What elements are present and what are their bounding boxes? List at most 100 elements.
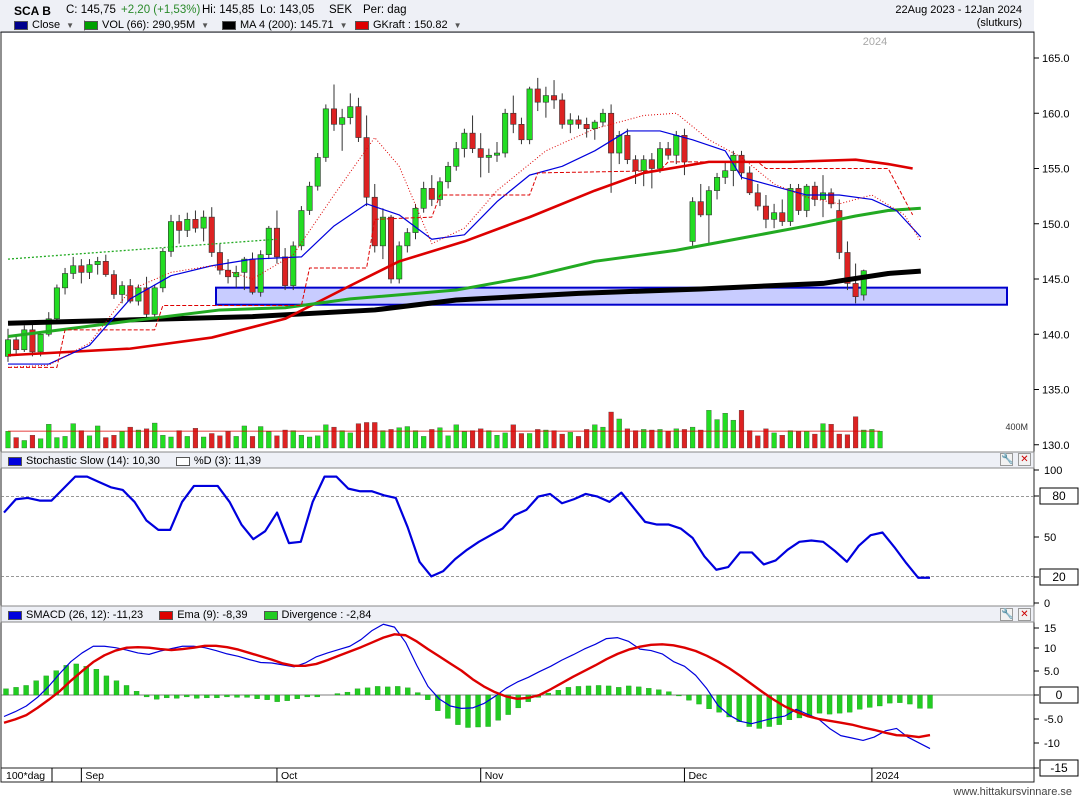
volume-bar [396, 427, 402, 449]
candle-body [330, 108, 337, 125]
volume-bar [584, 429, 590, 449]
divergence-bar [103, 675, 110, 696]
legend-volume[interactable]: VOL (66): 290,95M ▼ [84, 19, 209, 31]
divergence-bar [927, 694, 933, 709]
close-icon[interactable]: ✕ [1018, 608, 1031, 621]
candle-body [575, 119, 582, 125]
candle-body [771, 212, 778, 220]
volume-bar [347, 432, 353, 449]
divergence-bar [33, 680, 39, 696]
candle-body [265, 227, 272, 255]
stoch-tick-label: 20 [1052, 570, 1066, 584]
date-range-text: 22Aug 2023 - 12Jan 2024 [895, 4, 1022, 16]
divergence-bar [364, 687, 371, 696]
candle-body [746, 172, 753, 194]
volume-bar [233, 436, 239, 449]
divergence-bar [857, 694, 863, 710]
price-tick-label: 130.0 [1042, 440, 1070, 452]
divergence-bar [184, 694, 190, 698]
divergence-bar [736, 694, 742, 722]
volume-bar [355, 423, 361, 449]
divergence-bar [405, 687, 411, 696]
divergence-bar [907, 694, 913, 705]
stoch-tick-box [1039, 487, 1079, 505]
stoch-tick-label: 100 [1044, 465, 1062, 477]
candle-body [70, 265, 77, 274]
volume-bar [804, 431, 810, 449]
price-tick-label: 140.0 [1042, 329, 1070, 341]
divergence-bar [776, 694, 782, 725]
candle-body [632, 159, 639, 172]
candle-body [714, 177, 721, 191]
volume-bar [624, 428, 630, 449]
divergence-bar [143, 694, 150, 698]
chevron-down-icon[interactable]: ▼ [66, 20, 75, 30]
volume-bar [747, 430, 753, 449]
volume-bar [844, 434, 850, 449]
divergence-bar [666, 691, 672, 696]
legend-ma[interactable]: MA 4 (200): 145.71 ▼ [222, 19, 347, 31]
volume-bar [135, 429, 141, 449]
volume-bar [527, 433, 533, 449]
candle-body [551, 95, 558, 101]
legend-close[interactable]: Close ▼ [14, 19, 74, 31]
divergence-bar [385, 686, 391, 696]
volume-bar [551, 430, 557, 449]
volume-bar [168, 436, 174, 449]
candle-body [542, 95, 549, 103]
quote-change: +2,20 (+1,53%) [121, 4, 201, 16]
price-tick-label: 165.0 [1042, 53, 1070, 65]
legend-ma-label: MA 4 (200): 145.71 [240, 19, 334, 31]
candle-body [233, 272, 240, 278]
candle-body [200, 216, 207, 229]
volume-bar [738, 410, 745, 449]
divergence-bar [194, 694, 200, 699]
volume-bar [469, 430, 476, 449]
divergence-bar [354, 688, 361, 696]
wrench-icon[interactable]: 🔧 [1000, 608, 1014, 621]
divergence-bar [415, 692, 421, 696]
close-icon[interactable]: ✕ [1018, 453, 1031, 466]
volume-bar [869, 429, 875, 449]
volume-bar [119, 431, 125, 449]
candle-body [673, 135, 680, 156]
divergence-bar [585, 685, 592, 696]
legend-gkraft[interactable]: GKraft : 150.82 ▼ [355, 19, 462, 31]
quote-high: Hi: 145,85 [202, 4, 255, 16]
macd-tick-label: -5.0 [1044, 714, 1063, 726]
candle-body [94, 261, 101, 265]
candle-body [559, 99, 566, 125]
candle-body [110, 274, 117, 295]
ema-label: Ema (9): -8,39 [177, 609, 248, 621]
quote-close: C: 145,75 [66, 4, 116, 16]
volume-bar [380, 430, 386, 449]
wrench-icon[interactable]: 🔧 [1000, 453, 1014, 466]
volume-bar [437, 427, 443, 449]
chevron-down-icon[interactable]: ▼ [201, 20, 210, 30]
divergence-bar [294, 694, 300, 699]
volume-bar [698, 429, 704, 449]
divergence-bar [555, 690, 562, 696]
grid-layer [0, 31, 1035, 783]
volume-bar [266, 431, 272, 449]
volume-bar [616, 418, 622, 449]
support-zone [215, 286, 1008, 306]
stochastic-panel [1, 475, 1034, 579]
volume-bar [478, 428, 484, 449]
chevron-down-icon[interactable]: ▼ [339, 20, 348, 30]
price-tick-label: 150.0 [1042, 219, 1070, 231]
divergence-bar [595, 685, 602, 696]
divergence-bar [746, 694, 752, 727]
ema-line [3, 633, 931, 739]
candle-body [127, 285, 134, 302]
volume-bar [274, 435, 280, 449]
divergence-bar [485, 694, 491, 727]
volume-bar [241, 425, 247, 449]
divergence-bar [224, 694, 230, 698]
volume-bar [412, 430, 419, 449]
chevron-down-icon[interactable]: ▼ [453, 20, 462, 30]
candle-body [388, 216, 395, 280]
candle-body [62, 273, 69, 289]
candle-body [208, 216, 215, 253]
divergence-bar [475, 694, 481, 728]
